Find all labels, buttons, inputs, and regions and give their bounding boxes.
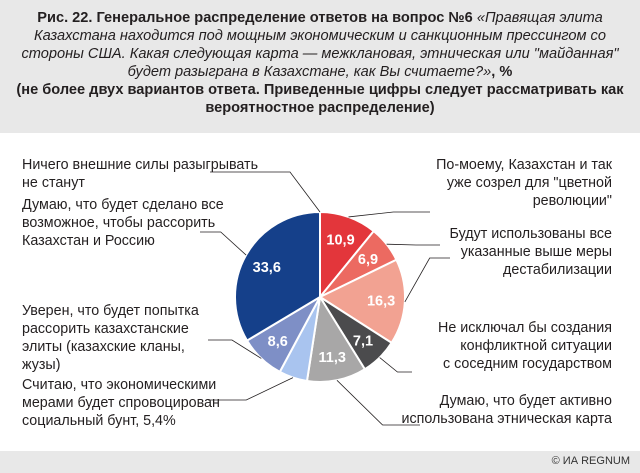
leader-line [386, 243, 440, 246]
leader-line [379, 357, 412, 373]
title-bold: Рис. 22. Генеральное распределение ответ… [37, 10, 473, 26]
label-all-measures: Будут использованы все указанные выше мер… [449, 226, 612, 278]
pie-value-label: 7,1 [353, 334, 373, 350]
label-elites: Уверен, что будет попытка рассорить казах… [22, 303, 199, 373]
leader-line [208, 377, 294, 401]
footer-band: © ИА REGNUM [0, 451, 640, 473]
chart-title: Рис. 22. Генеральное распределение ответ… [12, 9, 628, 117]
label-riot: Считаю, что экономическими мерами будет с… [22, 377, 220, 429]
leader-line [348, 211, 430, 218]
pie-value-label: 33,6 [253, 260, 281, 276]
leader-line [336, 380, 420, 426]
leader-line [200, 231, 247, 256]
pie-value-label: 16,3 [367, 294, 395, 310]
leader-lines [200, 171, 450, 426]
label-color-revolution: По-моему, Казахстан и так уже созрел для … [436, 157, 612, 209]
leader-line [404, 257, 450, 303]
leader-line [210, 171, 321, 213]
label-russia: Думаю, что будет сделано все возможное, ч… [22, 197, 224, 249]
leader-line [208, 339, 262, 359]
pie-value-label: 8,6 [268, 334, 288, 350]
title-note: (не более двух вариантов ответа. Приведе… [16, 82, 624, 116]
pie-slices [234, 210, 406, 383]
label-ethnic-card: Думаю, что будет активно использована этн… [401, 393, 612, 427]
pie-value-label: 10,9 [326, 232, 354, 248]
credit: © ИА REGNUM [551, 455, 630, 467]
label-nothing: Ничего внешние силы разыгрывать не станут [22, 157, 259, 191]
pie-value-labels: 10,96,9 16,3 7,1 11,3 8,6 33,6 [253, 232, 396, 366]
label-neighbor-conflict: Не исключал бы создания конфликтной ситуа… [438, 320, 612, 372]
header-band [0, 0, 640, 133]
pie-value-label: 11,3 [318, 350, 345, 366]
title-unit: , % [491, 64, 513, 80]
pie-value-label: 6,9 [358, 252, 378, 268]
title-question: «Правящая элита Казахстана находится под… [21, 10, 619, 80]
